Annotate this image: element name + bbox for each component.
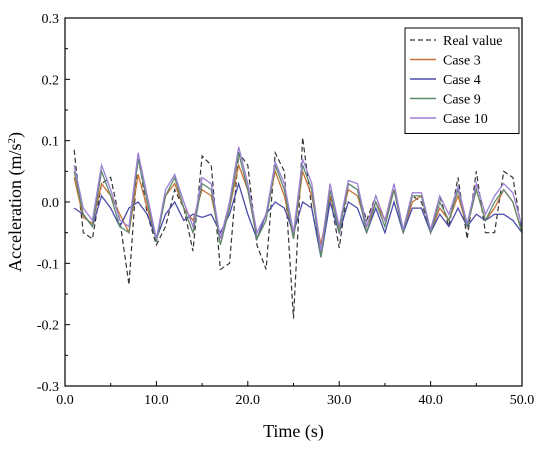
x-tick-label: 20.0 <box>236 393 261 408</box>
x-tick-label: 0.0 <box>56 393 74 408</box>
y-tick-label: -0.1 <box>37 257 59 272</box>
y-tick-label: -0.2 <box>37 319 59 334</box>
series-layer <box>73 137 523 319</box>
y-tick-label: -0.3 <box>37 380 59 395</box>
y-tick-label: 0.2 <box>42 73 60 88</box>
legend-box <box>404 27 520 134</box>
x-tick-label: 30.0 <box>327 393 352 408</box>
x-tick-label: 40.0 <box>418 393 443 408</box>
series-line-case-4 <box>73 181 523 258</box>
series-line-case-10 <box>73 146 523 252</box>
y-tick-label: 0.1 <box>42 135 60 150</box>
series-line-real-value <box>73 137 523 319</box>
x-axis-title: Time (s) <box>263 421 324 442</box>
x-tick-label: 50.0 <box>510 393 535 408</box>
legend-label: Real value <box>443 34 502 49</box>
y-axis-title-main: Acceleration (m/s <box>5 144 26 272</box>
series-line-case-9 <box>73 152 523 258</box>
legend-label: Case 10 <box>443 112 488 127</box>
legend-label: Case 3 <box>443 54 481 69</box>
x-tick-label: 10.0 <box>144 393 169 408</box>
y-tick-label: 0.3 <box>42 12 60 27</box>
legend-label: Case 9 <box>443 93 481 108</box>
legend-label: Case 4 <box>443 73 481 88</box>
legend: Real value Case 3 Case 4 Case 9 Case 10 <box>404 27 520 134</box>
y-axis-title-sup: 2 <box>6 138 18 144</box>
y-tick-label: 0.0 <box>42 196 60 211</box>
axes: 0.0 10.0 20.0 30.0 40.0 50.0 -0.3 -0.2 -0.1 0.0 0.… <box>37 12 534 408</box>
y-axis-title-close: ) <box>5 132 26 138</box>
y-axis-title: Acceleration (m/s2) <box>5 132 26 272</box>
